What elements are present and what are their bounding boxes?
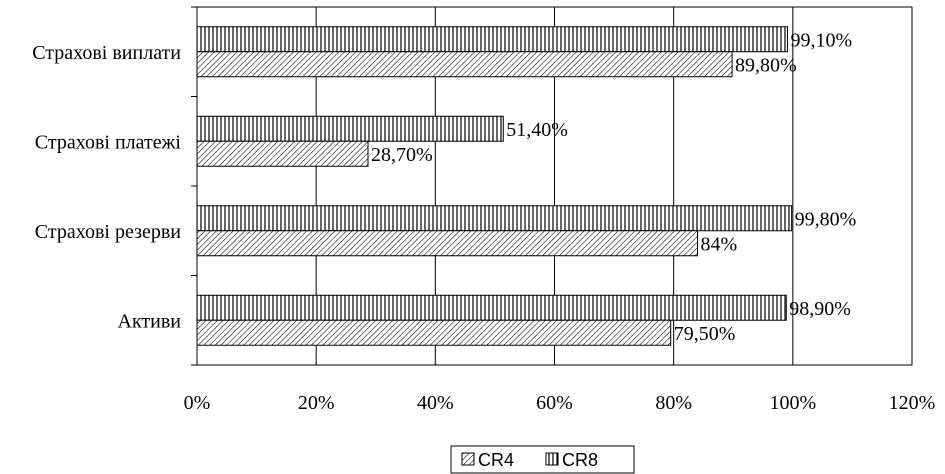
legend-box bbox=[450, 445, 635, 474]
data-label: 89,80% bbox=[735, 54, 797, 76]
data-label: 79,50% bbox=[674, 323, 736, 345]
x-tick-label: 0% bbox=[184, 392, 211, 414]
bars bbox=[196, 26, 793, 346]
data-label: 84% bbox=[701, 233, 738, 255]
x-tick-label: 60% bbox=[536, 392, 573, 414]
x-tick-labels: 0% 20% 40% 60% 80% 100% 120% bbox=[184, 392, 936, 414]
data-label: 99,10% bbox=[790, 29, 852, 51]
x-tick-label: 120% bbox=[889, 392, 936, 414]
x-tick-label: 100% bbox=[769, 392, 816, 414]
category-axis bbox=[191, 6, 197, 366]
bar-cr8 bbox=[196, 115, 504, 142]
data-label: 51,40% bbox=[506, 119, 568, 141]
legend: CR4 CR8 bbox=[450, 445, 635, 474]
category-labels: Страхові виплати Страхові платежі Страхові… bbox=[32, 42, 181, 333]
bar-cr4 bbox=[196, 51, 733, 78]
category-label: Страхові виплати bbox=[32, 42, 181, 64]
bar-cr4 bbox=[196, 319, 672, 346]
bar-cr4 bbox=[196, 230, 698, 257]
legend-swatch-cr4 bbox=[461, 452, 475, 466]
bar-cr8 bbox=[196, 205, 793, 232]
x-tick-label: 20% bbox=[298, 392, 335, 414]
bar-cr8 bbox=[196, 294, 787, 321]
legend-label-cr8: CR8 bbox=[562, 450, 598, 470]
bar-cr8 bbox=[196, 26, 788, 53]
legend-swatch-cr8 bbox=[545, 452, 559, 466]
data-label: 98,90% bbox=[789, 298, 851, 320]
data-label: 99,80% bbox=[795, 208, 857, 230]
x-tick-label: 40% bbox=[417, 392, 454, 414]
category-label: Активи bbox=[118, 310, 182, 332]
bar-cr4 bbox=[196, 140, 369, 167]
data-labels: 99,10% 89,80% 51,40% 28,70% 99,80% 84% 98,90% 7… bbox=[371, 29, 856, 345]
legend-label-cr4: CR4 bbox=[478, 450, 514, 470]
category-label: Страхові резерви bbox=[35, 221, 182, 243]
category-label: Страхові платежі bbox=[35, 131, 182, 153]
data-label: 28,70% bbox=[371, 144, 433, 166]
x-tick-label: 80% bbox=[655, 392, 692, 414]
